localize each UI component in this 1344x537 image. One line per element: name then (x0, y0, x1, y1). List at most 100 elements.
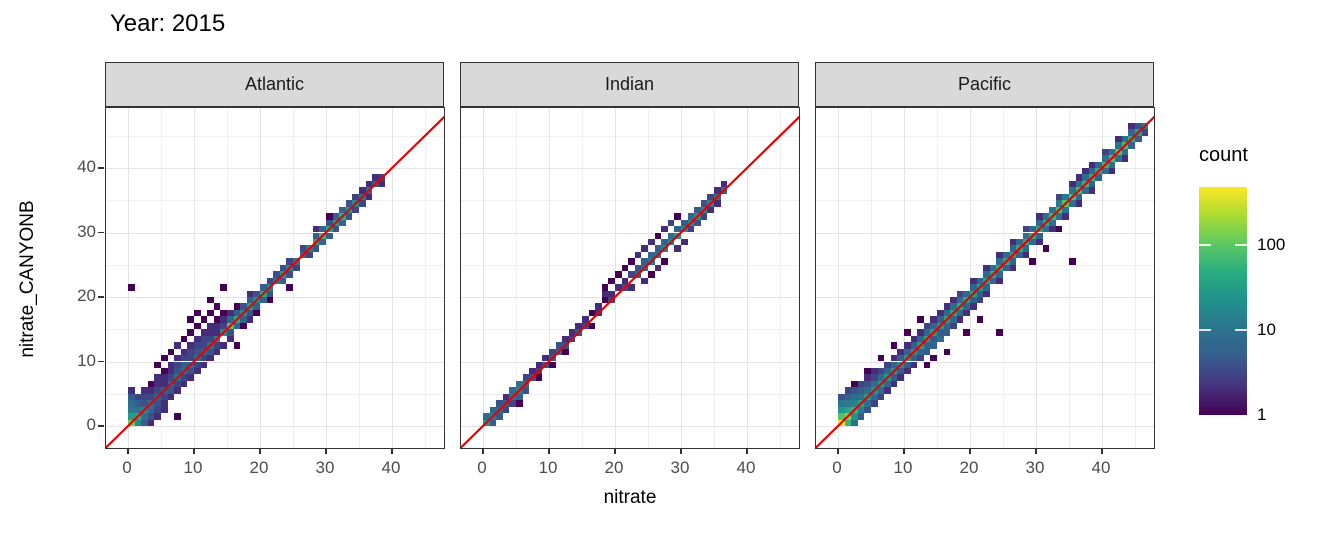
bin-tile (286, 271, 293, 278)
bin-tile (667, 219, 675, 227)
bin-tile (240, 303, 247, 310)
gridline-minor (461, 329, 799, 331)
gridline-minor (461, 264, 799, 266)
gridline-major (838, 108, 839, 448)
gridline-major (904, 108, 905, 448)
bin-tile (970, 277, 977, 285)
bin-tile (694, 219, 701, 227)
bin-tile (844, 400, 852, 407)
bin-tile (246, 297, 254, 304)
bin-tile (634, 264, 642, 272)
bin-tile (161, 406, 168, 414)
bin-tile (884, 367, 891, 375)
bin-tile (963, 329, 970, 336)
bin-tile (904, 342, 911, 349)
bin-tile (562, 335, 569, 343)
bin-tile (996, 258, 1003, 265)
bin-tile (141, 393, 148, 401)
bin-tile (956, 297, 964, 304)
gridline-major (816, 168, 1154, 169)
bin-tile (1115, 135, 1122, 143)
bin-tile (266, 290, 274, 297)
bin-tile (147, 380, 155, 388)
y-tick-label: 0 (86, 415, 96, 434)
bin-tile (286, 258, 293, 265)
bin-tile (864, 380, 871, 388)
bin-tile (147, 419, 155, 426)
bin-tile (838, 393, 845, 401)
bin-tile (1121, 148, 1129, 156)
gridline-minor (461, 135, 799, 137)
legend-tick (1199, 329, 1211, 331)
bin-tile (220, 309, 227, 317)
bin-tile (549, 348, 556, 356)
bin-tile (555, 342, 563, 349)
bin-tile (319, 226, 326, 233)
gridline-major (461, 168, 799, 169)
legend-title: count (1199, 144, 1248, 166)
bin-tile (332, 213, 340, 220)
gridline-major (816, 361, 1154, 363)
bin-tile (167, 387, 175, 394)
bin-tile (154, 374, 161, 381)
bin-tile (1075, 200, 1083, 207)
legend-tick (1235, 244, 1247, 246)
bin-tile (910, 355, 918, 362)
bin-tile (207, 309, 214, 317)
bin-tile (213, 329, 221, 336)
bin-tile (1055, 193, 1063, 201)
bin-tile (372, 174, 379, 181)
bin-tile (976, 297, 984, 304)
bin-tile (917, 335, 924, 343)
bin-tile (621, 277, 629, 285)
bin-tile (877, 393, 885, 401)
bin-tile (963, 309, 970, 317)
x-tick-mark (837, 448, 839, 454)
bin-tile (1062, 213, 1069, 220)
gridline-major (1036, 108, 1037, 448)
bin-tile (522, 374, 530, 381)
gridline-major (106, 426, 444, 427)
bin-tile (963, 290, 970, 297)
bin-tile (588, 309, 596, 317)
bin-tile (200, 329, 208, 336)
bin-tile (220, 322, 227, 330)
x-tick-mark (259, 448, 261, 454)
bin-tile (187, 355, 194, 362)
bin-tile (923, 342, 931, 349)
bin-tile (648, 251, 655, 259)
bin-tile (864, 374, 871, 381)
bin-tile (496, 400, 503, 407)
bin-tile (641, 245, 648, 252)
gridline-minor (293, 108, 294, 448)
bin-tile (654, 232, 662, 239)
x-tick-mark (482, 448, 484, 454)
bin-tile (233, 342, 241, 349)
bin-tile (207, 297, 214, 304)
bin-tile (904, 367, 911, 375)
bin-tile (253, 303, 260, 310)
gridline-major (615, 108, 616, 448)
bin-tile (844, 393, 852, 401)
bin-tile (483, 413, 490, 420)
x-tick-label: 40 (736, 458, 756, 477)
bin-tile (897, 348, 904, 356)
bin-tile (648, 271, 655, 278)
gridline-minor (780, 108, 781, 448)
bin-tile (509, 387, 516, 394)
bin-tile (1128, 129, 1135, 136)
bin-tile (326, 219, 333, 227)
bin-tile (1055, 226, 1063, 233)
bin-tile (154, 400, 161, 407)
bin-tile (240, 322, 247, 330)
bin-tile (904, 329, 911, 336)
bin-tile (174, 355, 181, 362)
gridline-major (194, 108, 195, 448)
bin-tile (141, 419, 148, 426)
y-axis-title: nitrate_CANYONB (17, 200, 38, 358)
bin-tile (509, 400, 516, 407)
bin-tile (306, 251, 313, 259)
bin-tile (857, 380, 865, 388)
bin-tile (937, 329, 944, 336)
